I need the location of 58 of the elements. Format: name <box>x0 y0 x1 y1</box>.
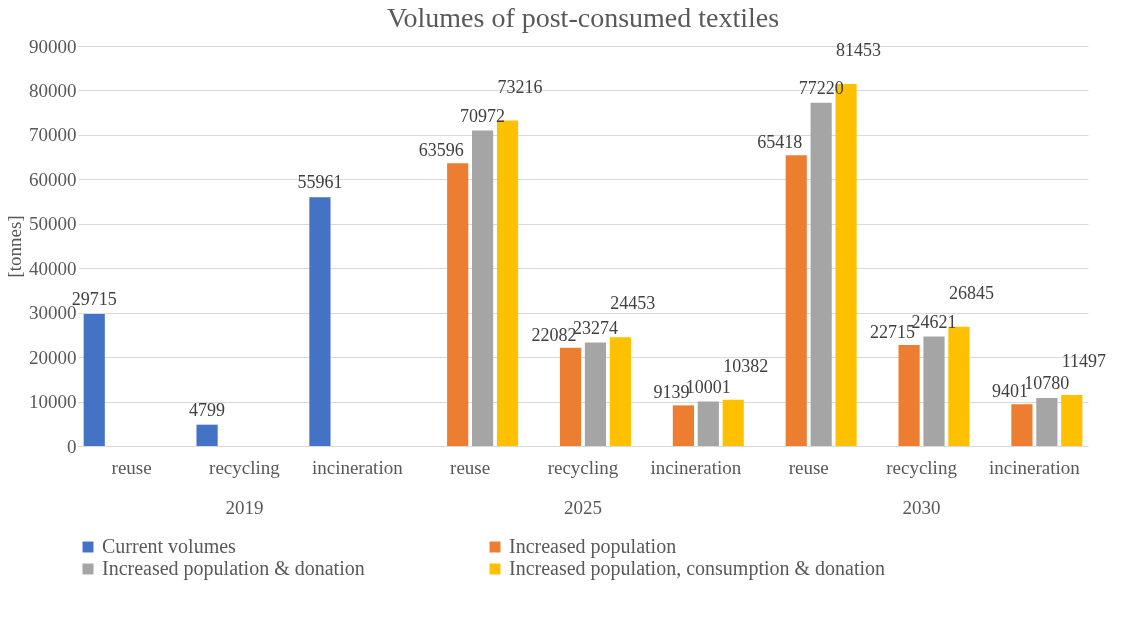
y-tick-label: 50000 <box>29 213 77 235</box>
x-tick-label: reuse <box>111 456 152 478</box>
x-tick-label: recycling <box>547 456 619 478</box>
bar <box>1036 398 1058 446</box>
chart-title: Volumes of post-consumed textiles <box>386 2 780 33</box>
bar <box>309 197 331 446</box>
bar <box>447 163 469 446</box>
data-label: 11497 <box>1061 350 1107 371</box>
data-label: 65418 <box>757 132 803 153</box>
y-tick-label: 70000 <box>29 124 77 146</box>
bar <box>898 345 920 446</box>
bar <box>83 313 105 446</box>
bar <box>810 102 832 446</box>
x-tick-label: incineration <box>650 456 742 478</box>
data-label: 70972 <box>460 105 506 126</box>
bar <box>923 336 945 446</box>
bar <box>672 405 694 446</box>
bar <box>785 155 807 446</box>
y-tick-label: 80000 <box>29 79 77 101</box>
data-label: 55961 <box>297 172 343 193</box>
bar <box>697 401 719 446</box>
text: 2030 <box>902 497 941 518</box>
bar <box>559 347 582 446</box>
x-tick-label: incineration <box>311 456 404 478</box>
bar <box>496 120 519 446</box>
bar <box>948 326 970 446</box>
legend-label: Increased population, consumption & donation <box>509 557 886 580</box>
data-label: 73216 <box>497 76 543 97</box>
bar <box>609 337 631 446</box>
y-axis-title: [tonnes] <box>4 215 25 278</box>
y-tick-label: 90000 <box>29 35 77 57</box>
y-tick-label: 20000 <box>29 346 77 368</box>
text: 2025 <box>564 497 602 518</box>
data-label: 81453 <box>836 39 882 60</box>
legend-label: Current volumes <box>102 535 237 557</box>
bar <box>1061 394 1083 446</box>
bar <box>722 399 744 446</box>
x-tick-label: recycling <box>886 456 958 478</box>
text: 2019 <box>225 497 264 518</box>
legend-label: Increased population & donation <box>102 557 365 580</box>
x-tick-label: reuse <box>788 456 829 478</box>
y-tick-label: 60000 <box>29 168 77 190</box>
data-label: 26845 <box>948 282 994 303</box>
bar <box>196 424 218 446</box>
bar <box>472 130 494 446</box>
bar <box>1011 404 1033 446</box>
data-label: 10382 <box>723 355 769 376</box>
x-tick-label: recycling <box>209 456 281 478</box>
data-label: 63596 <box>418 140 464 161</box>
y-tick-label: 40000 <box>29 257 77 279</box>
y-tick-label: 0 <box>67 435 77 457</box>
data-label: 4799 <box>189 399 226 420</box>
data-label: 24453 <box>610 293 656 314</box>
x-tick-label: reuse <box>450 456 491 478</box>
y-tick-label: 10000 <box>29 391 77 413</box>
legend-label: Increased population <box>509 535 677 558</box>
bar <box>584 342 607 446</box>
x-tick-label: incineration <box>989 456 1081 478</box>
